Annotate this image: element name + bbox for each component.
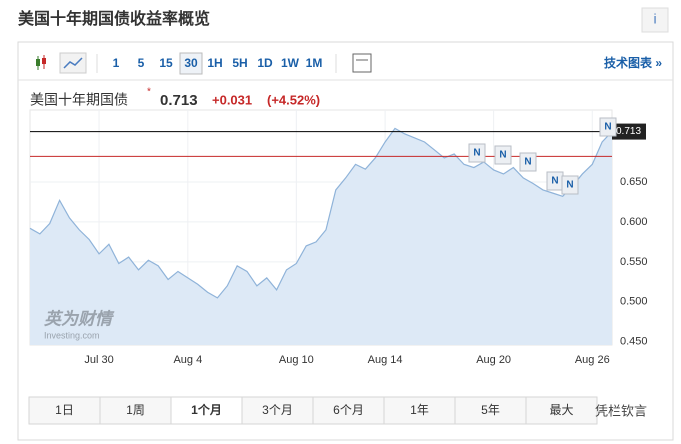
period-tab[interactable] bbox=[383, 396, 456, 425]
interval-button[interactable]: 15 bbox=[159, 56, 173, 70]
interval-button[interactable]: 1M bbox=[306, 56, 323, 70]
technical-chart-link[interactable]: 技术图表 » bbox=[604, 55, 662, 70]
news-marker[interactable] bbox=[494, 145, 512, 165]
news-marker[interactable] bbox=[561, 175, 579, 195]
x-tick-label: Jul 30 bbox=[84, 354, 113, 366]
quote-flag: * bbox=[147, 87, 151, 98]
interval-button[interactable]: 1D bbox=[257, 56, 273, 70]
x-tick-label: Aug 20 bbox=[476, 354, 511, 366]
news-marker[interactable] bbox=[468, 143, 486, 163]
interval-button[interactable]: 1 bbox=[113, 56, 120, 70]
news-marker-label: N bbox=[524, 157, 531, 168]
interval-button[interactable]: 5H bbox=[232, 56, 247, 70]
period-tab-label: 1周 bbox=[126, 403, 145, 417]
interval-button[interactable]: 1H bbox=[207, 56, 222, 70]
period-tab-label: 6个月 bbox=[333, 403, 364, 417]
watermark-sub: Investing.com bbox=[44, 330, 100, 340]
y-tick-label: 0.500 bbox=[620, 296, 648, 308]
interval-selected bbox=[179, 52, 203, 75]
quote-price: 0.713 bbox=[160, 92, 198, 109]
period-tab-label: 1日 bbox=[55, 403, 74, 417]
line-icon bbox=[63, 57, 83, 69]
overlay-watermark: 凭栏钦言 bbox=[595, 403, 647, 418]
news-marker-label: N bbox=[566, 180, 573, 191]
y-tick-label: 0.450 bbox=[620, 336, 648, 348]
candle-icon[interactable] bbox=[36, 55, 46, 70]
period-tab-label: 最大 bbox=[549, 403, 573, 417]
period-tab[interactable] bbox=[99, 396, 172, 425]
y-tick-label: 0.650 bbox=[620, 176, 648, 188]
news-marker-label: N bbox=[551, 176, 558, 187]
quote-name: 美国十年期国债 bbox=[30, 92, 128, 108]
price-label-bg bbox=[612, 123, 646, 140]
interval-group: 1 5 15 30 1H 5H 1D 1W 1M bbox=[113, 52, 323, 75]
watermark: 英为财情 bbox=[43, 309, 115, 328]
interval-button[interactable]: 5 bbox=[138, 56, 145, 70]
chart: Jul 30 Aug 4 Aug 10 Aug 14 Aug 20 Aug 26 0.650… bbox=[29, 109, 648, 366]
period-tab-label: 1个月 bbox=[191, 402, 222, 417]
widget-title: 美国十年期国债收益率概览 bbox=[18, 9, 210, 28]
info-button[interactable] bbox=[641, 7, 669, 33]
news-marker[interactable] bbox=[599, 117, 617, 137]
news-marker-label: N bbox=[473, 148, 480, 159]
price-line bbox=[29, 127, 613, 299]
quote-change-pct: (+4.52%) bbox=[267, 92, 320, 107]
y-tick-label: 0.600 bbox=[620, 216, 648, 228]
x-tick-label: Aug 26 bbox=[575, 354, 610, 366]
news-marker[interactable] bbox=[519, 152, 537, 172]
period-tabs: 1日 1周 1个月 3个月 6个月 1年 5年 最大 bbox=[28, 396, 598, 425]
news-marker-label: N bbox=[499, 150, 506, 161]
price-label: 0.713 bbox=[616, 126, 641, 137]
interval-button[interactable]: 30 bbox=[184, 56, 198, 70]
quote-change: +0.031 bbox=[212, 92, 252, 107]
interval-button[interactable]: 1W bbox=[281, 56, 300, 70]
period-tab[interactable] bbox=[28, 396, 101, 425]
x-tick-label: Aug 4 bbox=[173, 354, 202, 366]
news-marker-label: N bbox=[604, 122, 611, 133]
period-tab[interactable] bbox=[312, 396, 385, 425]
calendar-icon[interactable] bbox=[352, 53, 372, 73]
x-tick-label: Aug 10 bbox=[279, 354, 314, 366]
period-tab[interactable] bbox=[525, 396, 598, 425]
period-tab-label: 1年 bbox=[410, 403, 429, 417]
info-icon: i bbox=[653, 11, 656, 27]
y-tick-label: 0.550 bbox=[620, 256, 648, 268]
period-tab-label: 3个月 bbox=[262, 403, 293, 417]
x-tick-label: Aug 14 bbox=[368, 354, 403, 366]
widget-border bbox=[17, 41, 674, 441]
period-tab-label: 5年 bbox=[481, 403, 500, 417]
